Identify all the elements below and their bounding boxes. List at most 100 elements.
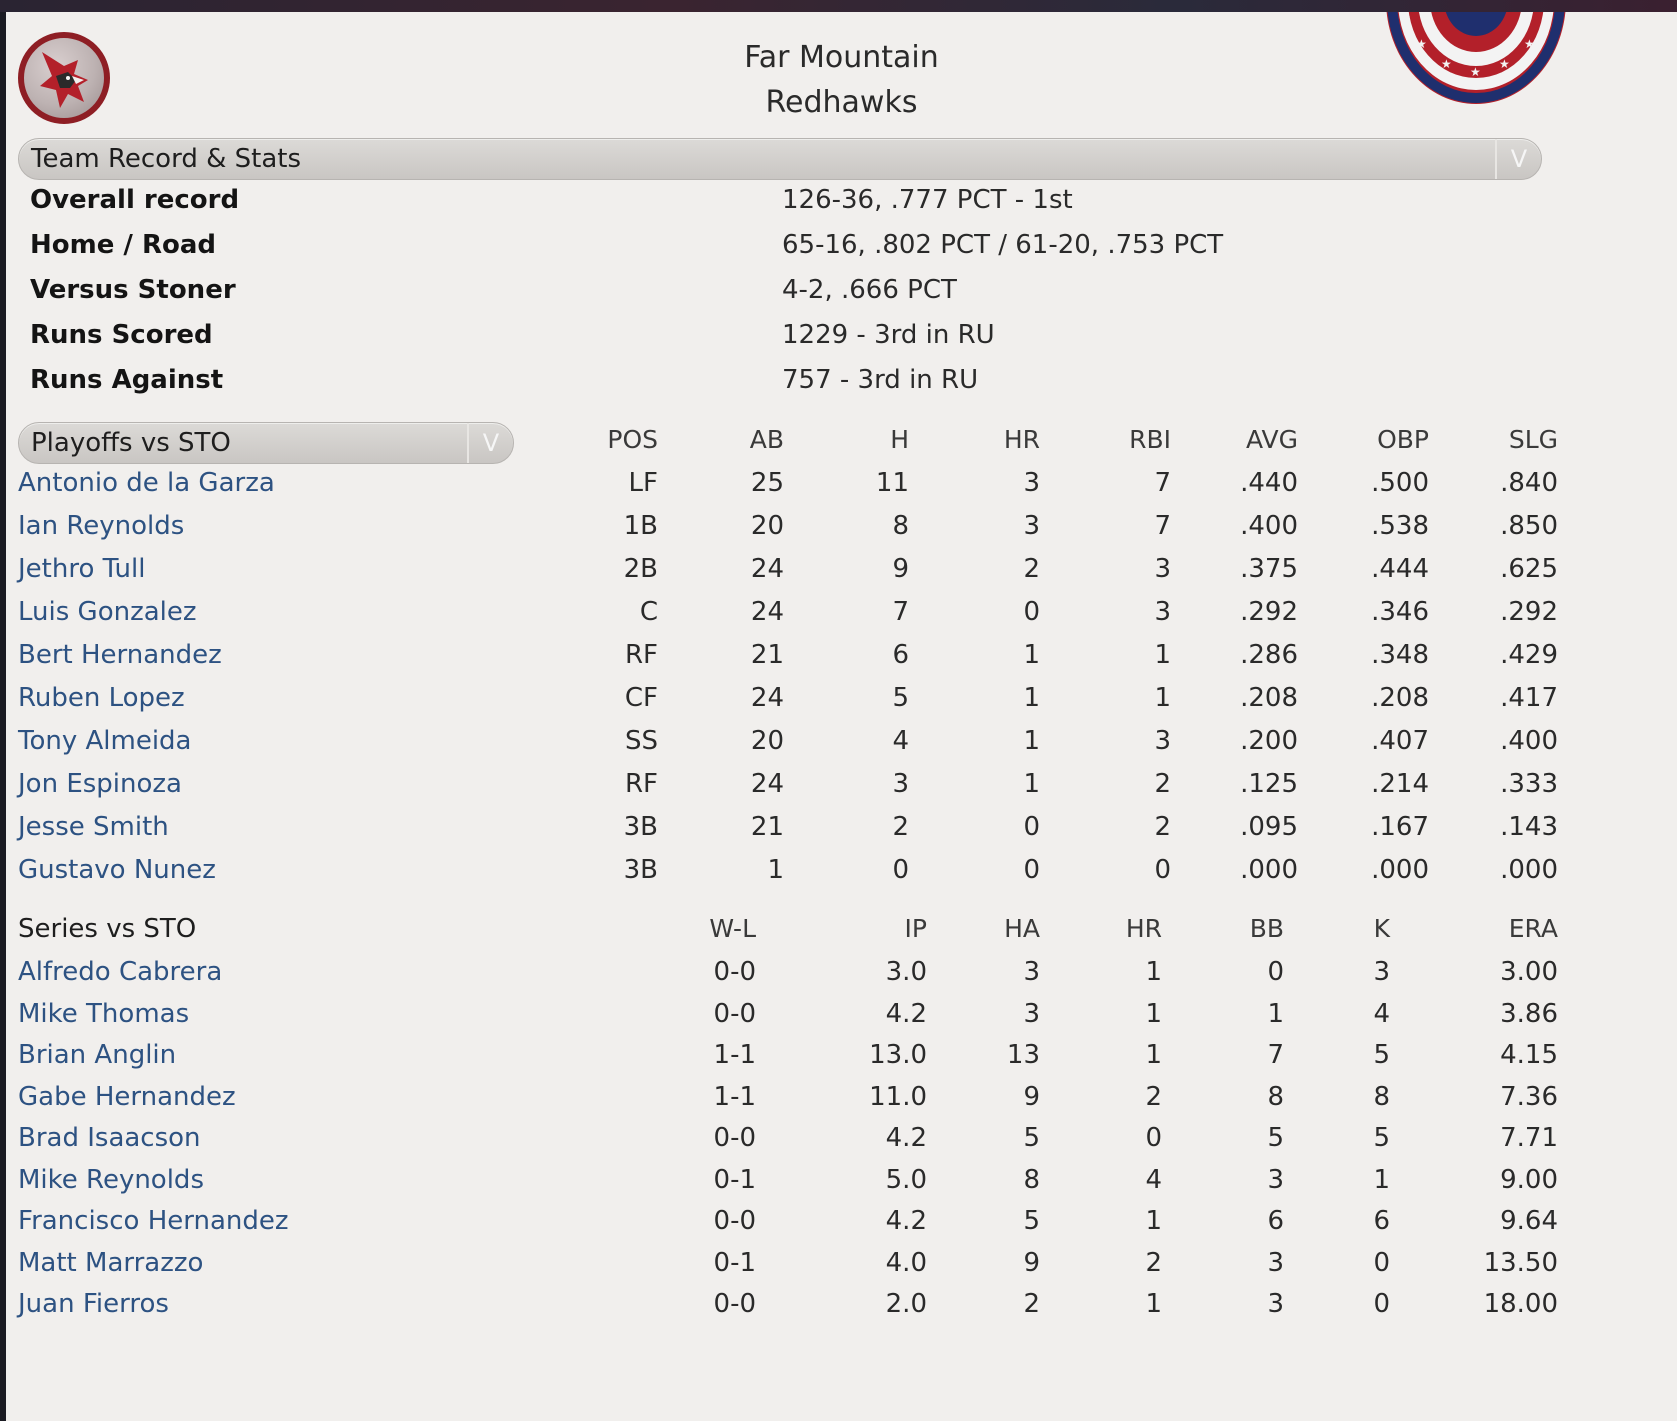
stat-cell: 0-0 — [713, 1289, 756, 1319]
pitching-col-header[interactable]: BB — [1249, 914, 1284, 943]
stat-cell: .840 — [1500, 468, 1558, 498]
table-row: Jesse Smith 3B 21 2 0 2 .095 .167 .143 — [6, 812, 1677, 855]
stat-cell: 7 — [1154, 468, 1171, 498]
batting-col-header[interactable]: HR — [1003, 425, 1040, 454]
stat-cell: 3B — [623, 855, 658, 885]
stat-cell: 6 — [1373, 1206, 1390, 1236]
chevron-down-icon[interactable]: V — [1495, 139, 1541, 179]
stat-cell: 1 — [1373, 1164, 1390, 1195]
pitcher-name-link[interactable]: Gabe Hernandez — [18, 1081, 236, 1112]
batting-col-header[interactable]: AVG — [1246, 425, 1298, 454]
stat-cell: 0-0 — [713, 1206, 756, 1236]
stat-cell: .500 — [1371, 468, 1429, 498]
home-road-value: 65-16, .802 PCT / 61-20, .753 PCT — [782, 230, 1224, 260]
player-name-link[interactable]: Jethro Tull — [18, 554, 146, 584]
stat-cell: .400 — [1500, 726, 1558, 756]
batting-col-header[interactable]: POS — [607, 425, 658, 454]
stat-cell: 24 — [750, 597, 784, 627]
stat-cell: 3 — [1267, 1164, 1284, 1195]
stat-cell: 4.15 — [1500, 1040, 1558, 1070]
pitcher-name-link[interactable]: Juan Fierros — [18, 1289, 169, 1319]
stat-cell: 18.00 — [1483, 1289, 1558, 1319]
pitcher-name-link[interactable]: Matt Marrazzo — [18, 1247, 204, 1278]
pitcher-name-link[interactable]: Francisco Hernandez — [18, 1206, 289, 1236]
table-row: Bert Hernandez RF 21 6 1 1 .286 .348 .429 — [6, 640, 1677, 683]
patriotic-bunting-icon: ★ ★ ★ ★ ★ ★ ★ — [1386, 12, 1566, 104]
stat-cell: 1 — [1145, 957, 1162, 987]
runs-against-label: Runs Against — [30, 365, 224, 395]
stat-cell: 3 — [892, 769, 909, 799]
pitching-col-header[interactable]: W-L — [709, 914, 756, 943]
table-row: Matt Marrazzo 0-1 4.0 9 2 3 0 13.50 — [6, 1248, 1677, 1291]
player-name-link[interactable]: Antonio de la Garza — [18, 468, 275, 498]
stat-cell: 4.2 — [885, 1123, 927, 1153]
stat-cell: 5 — [892, 683, 909, 713]
stat-cell: 3.86 — [1500, 998, 1558, 1029]
stat-cell: 1 — [1023, 640, 1040, 670]
stat-cell: 3 — [1023, 511, 1040, 541]
stat-cell: .625 — [1500, 554, 1558, 584]
pitcher-name-link[interactable]: Brad Isaacson — [18, 1123, 201, 1153]
svg-text:★: ★ — [1499, 57, 1510, 71]
stat-cell: 11 — [875, 468, 909, 498]
chevron-down-icon[interactable]: V — [467, 423, 513, 463]
stat-cell: 0-0 — [713, 957, 756, 987]
pitching-col-header[interactable]: HR — [1125, 914, 1162, 943]
pitcher-name-link[interactable]: Mike Thomas — [18, 998, 190, 1029]
pitcher-name-link[interactable]: Alfredo Cabrera — [18, 957, 223, 987]
stat-cell: 3B — [623, 812, 658, 842]
pitching-col-header[interactable]: ERA — [1508, 914, 1558, 943]
batting-col-header[interactable]: OBP — [1377, 425, 1429, 454]
table-row: Francisco Hernandez 0-0 4.2 5 1 6 6 9.64 — [6, 1206, 1677, 1249]
versus-value: 4-2, .666 PCT — [782, 275, 957, 305]
versus-label: Versus Stoner — [30, 275, 236, 305]
stat-cell: 6 — [892, 640, 909, 670]
player-name-link[interactable]: Tony Almeida — [18, 726, 192, 756]
stat-cell: 7 — [1154, 511, 1171, 541]
table-row: Antonio de la Garza LF 25 11 3 7 .440 .500 .840 — [6, 468, 1677, 511]
stat-cell: 1 — [1145, 1289, 1162, 1319]
stat-cell: 25 — [750, 468, 784, 498]
batting-col-header[interactable]: SLG — [1508, 425, 1558, 454]
stat-cell: 1 — [1023, 769, 1040, 799]
stat-cell: 1 — [1145, 1040, 1162, 1070]
player-name-link[interactable]: Luis Gonzalez — [18, 597, 197, 627]
table-row: Gustavo Nunez 3B 1 0 0 0 .000 .000 .000 — [6, 855, 1677, 898]
pitching-col-header[interactable]: IP — [904, 914, 927, 943]
player-name-link[interactable]: Gustavo Nunez — [18, 855, 216, 885]
pitcher-name-link[interactable]: Mike Reynolds — [18, 1164, 204, 1195]
pitcher-name-link[interactable]: Brian Anglin — [18, 1040, 177, 1070]
stat-cell: 13 — [1006, 1040, 1040, 1070]
stat-cell: .000 — [1500, 855, 1558, 885]
table-row: Luis Gonzalez C 24 7 0 3 .292 .346 .292 — [6, 597, 1677, 640]
stat-cell: .214 — [1371, 769, 1429, 799]
player-name-link[interactable]: Jesse Smith — [18, 812, 169, 842]
player-name-link[interactable]: Ian Reynolds — [18, 511, 185, 541]
player-name-link[interactable]: Ruben Lopez — [18, 683, 185, 713]
stat-cell: 5 — [1023, 1206, 1040, 1236]
stat-cell: .000 — [1371, 855, 1429, 885]
player-name-link[interactable]: Jon Espinoza — [18, 769, 182, 799]
stat-cell: 9 — [1023, 1081, 1040, 1112]
batting-col-header[interactable]: H — [890, 425, 909, 454]
stat-cell: 0-0 — [713, 1123, 756, 1153]
batting-col-header[interactable]: AB — [749, 425, 784, 454]
stat-cell: .292 — [1500, 597, 1558, 627]
svg-text:★: ★ — [1542, 12, 1553, 25]
record-dropdown[interactable]: Team Record & Stats V — [18, 138, 1542, 180]
stat-cell: .125 — [1240, 769, 1298, 799]
stat-cell: 4.0 — [885, 1247, 927, 1278]
stat-cell: 5 — [1023, 1123, 1040, 1153]
batting-split-dropdown[interactable]: Playoffs vs STO V — [18, 422, 514, 464]
pitching-col-header[interactable]: HA — [1004, 914, 1040, 943]
stat-cell: 20 — [750, 511, 784, 541]
runs-scored-label: Runs Scored — [30, 320, 213, 350]
stat-cell: 5 — [1267, 1123, 1284, 1153]
pitching-col-header[interactable]: K — [1373, 914, 1390, 943]
player-name-link[interactable]: Bert Hernandez — [18, 640, 222, 670]
stat-cell: 3.00 — [1500, 957, 1558, 987]
stat-cell: 24 — [750, 554, 784, 584]
stat-cell: 1 — [1145, 1206, 1162, 1236]
batting-col-header[interactable]: RBI — [1129, 425, 1171, 454]
stat-cell: 13.50 — [1483, 1247, 1558, 1278]
